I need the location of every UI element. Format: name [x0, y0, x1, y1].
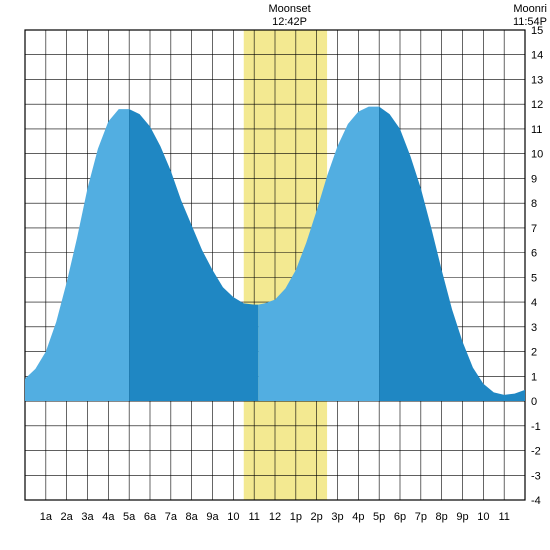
x-tick-label: 9p [456, 511, 468, 523]
y-tick-label: 9 [531, 173, 537, 185]
x-tick-label: 4a [102, 511, 115, 523]
moonrise-title: Moonri [513, 3, 547, 15]
y-tick-label: 14 [531, 50, 543, 62]
x-tick-label: 8p [436, 511, 448, 523]
y-tick-label: -3 [531, 470, 541, 482]
moonset-time: 12:42P [272, 16, 307, 28]
y-tick-label: 13 [531, 74, 543, 86]
x-tick-label: 12 [269, 511, 281, 523]
x-tick-label: 5a [123, 511, 136, 523]
x-tick-label: 5p [373, 511, 385, 523]
x-tick-label: 6p [394, 511, 406, 523]
x-tick-label: 9a [206, 511, 219, 523]
tide-segment-0 [25, 109, 129, 401]
y-tick-label: 12 [531, 99, 543, 111]
tide-chart-svg: -4-3-2-101234567891011121314151a2a3a4a5a… [0, 0, 550, 550]
x-tick-label: 3p [331, 511, 343, 523]
x-tick-label: 7p [415, 511, 427, 523]
x-tick-label: 10 [227, 511, 239, 523]
x-tick-label: 8a [186, 511, 199, 523]
x-tick-label: 1p [290, 511, 302, 523]
y-tick-label: 10 [531, 149, 543, 161]
y-tick-label: 5 [531, 272, 537, 284]
x-tick-label: 11 [498, 511, 509, 523]
x-tick-label: 2a [61, 511, 74, 523]
x-tick-label: 11 [248, 511, 259, 523]
moonrise-time: 11:54P [513, 16, 547, 28]
y-tick-label: 7 [531, 223, 537, 235]
tide-chart-container: -4-3-2-101234567891011121314151a2a3a4a5a… [0, 0, 550, 550]
tide-segment-3 [379, 107, 525, 401]
y-tick-label: 11 [531, 124, 542, 136]
y-tick-label: 1 [531, 371, 537, 383]
y-tick-label: -1 [531, 421, 541, 433]
y-tick-label: -4 [531, 495, 541, 507]
x-tick-label: 2p [311, 511, 323, 523]
y-tick-label: 6 [531, 248, 537, 260]
y-tick-label: 3 [531, 322, 537, 334]
x-tick-label: 4p [352, 511, 364, 523]
y-tick-label: 4 [531, 297, 537, 309]
y-tick-label: 0 [531, 396, 537, 408]
x-tick-label: 3a [81, 511, 94, 523]
y-tick-label: -2 [531, 446, 541, 458]
x-tick-label: 7a [165, 511, 178, 523]
tide-segment-1 [129, 109, 258, 401]
y-tick-label: 2 [531, 347, 537, 359]
x-tick-label: 1a [40, 511, 53, 523]
x-tick-label: 6a [144, 511, 157, 523]
y-tick-label: 8 [531, 198, 537, 210]
moonset-title: Moonset [268, 3, 310, 15]
x-tick-label: 10 [477, 511, 489, 523]
